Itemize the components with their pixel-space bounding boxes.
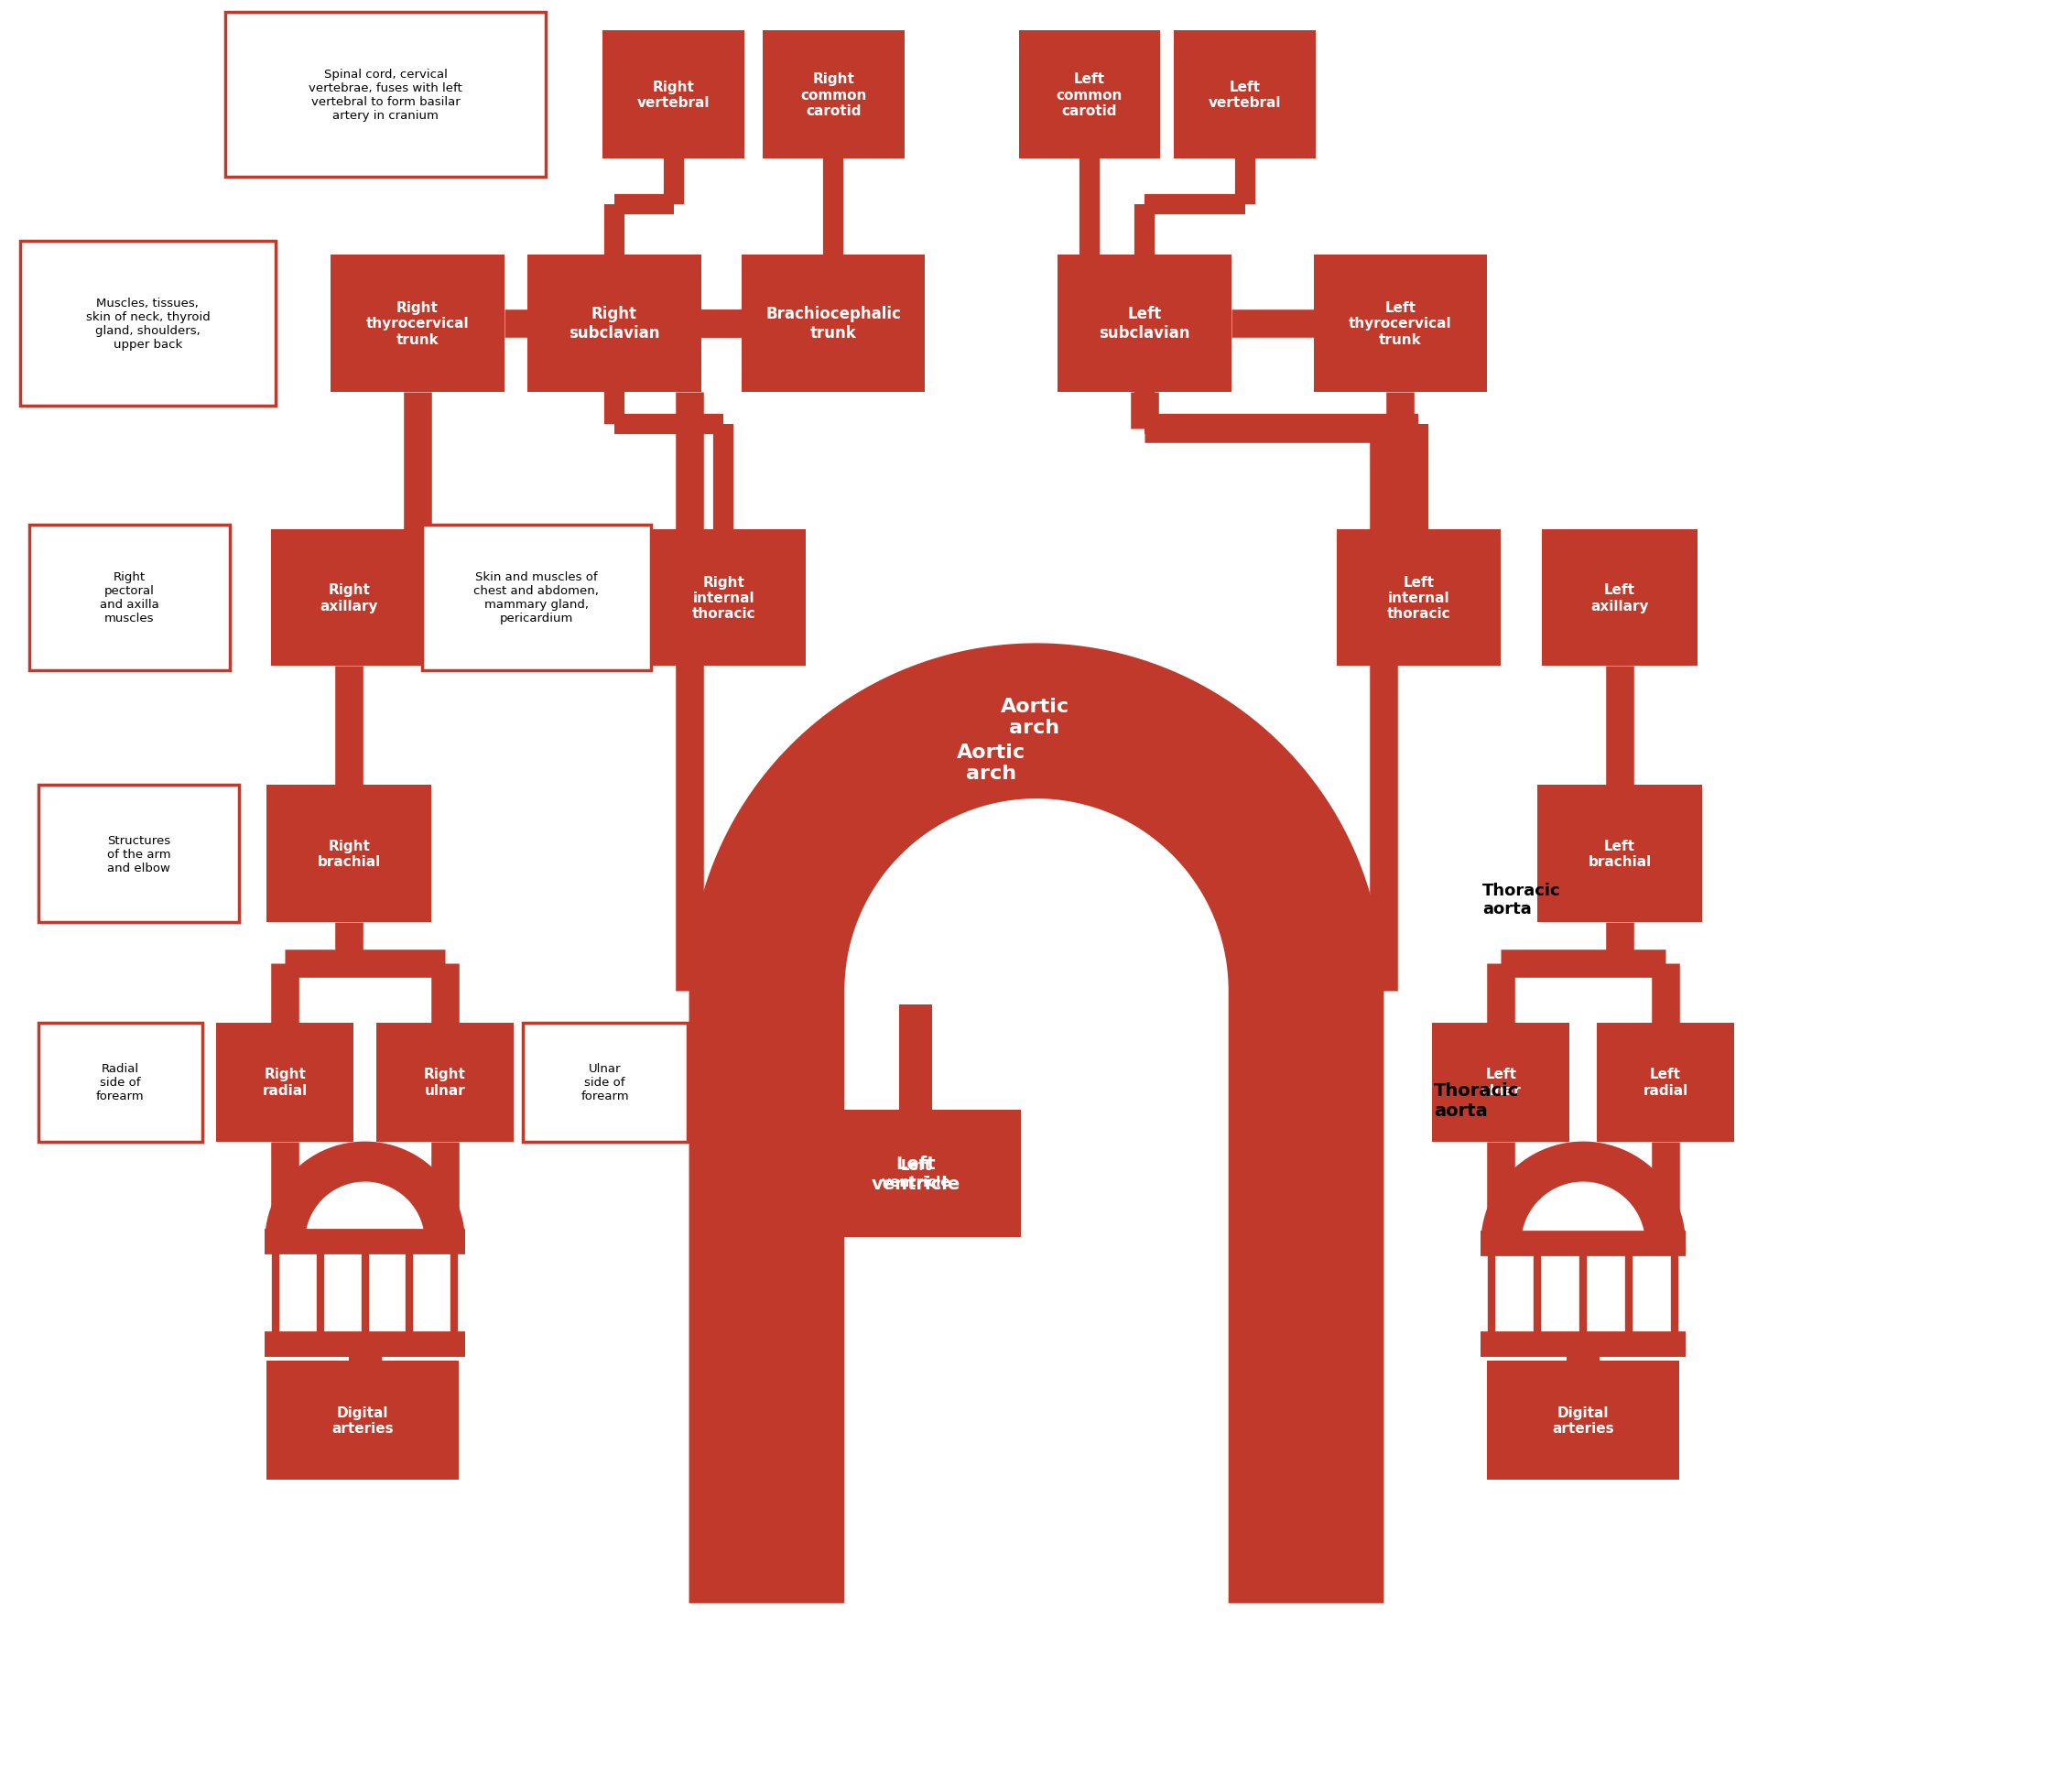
Text: Radial
side of
forearm: Radial side of forearm: [95, 1063, 145, 1102]
Text: Left
internal
thoracic: Left internal thoracic: [1386, 575, 1450, 621]
Text: Ulnar
side of
forearm: Ulnar side of forearm: [580, 1063, 630, 1102]
Bar: [37, 1022, 203, 1141]
Text: Right
brachial: Right brachial: [317, 839, 381, 869]
Text: Structures
of the arm
and elbow: Structures of the arm and elbow: [108, 835, 170, 874]
Bar: [271, 529, 427, 667]
Bar: [526, 255, 700, 393]
Text: Aortic
arch: Aortic arch: [957, 743, 1026, 782]
Text: Digital
arteries: Digital arteries: [1552, 1406, 1614, 1435]
Text: Left
thyrocervical
trunk: Left thyrocervical trunk: [1349, 301, 1452, 347]
Bar: [423, 525, 651, 670]
Text: Left
ventricle: Left ventricle: [881, 1159, 951, 1189]
Bar: [29, 525, 230, 670]
Text: Right
ulnar: Right ulnar: [425, 1067, 466, 1097]
Bar: [267, 1360, 458, 1481]
Text: Left
subclavian: Left subclavian: [1098, 306, 1189, 341]
Bar: [1057, 255, 1231, 393]
Text: Right
subclavian: Right subclavian: [568, 306, 659, 341]
Bar: [1432, 1022, 1569, 1141]
Bar: [810, 1109, 1021, 1238]
Bar: [762, 32, 903, 159]
Text: Left
brachial: Left brachial: [1587, 839, 1651, 869]
Text: Right
common
carotid: Right common carotid: [800, 73, 866, 119]
Text: Left
common
carotid: Left common carotid: [1057, 73, 1123, 119]
Text: Left
vertebral: Left vertebral: [1208, 81, 1280, 110]
Bar: [267, 785, 431, 922]
Polygon shape: [1481, 1141, 1687, 1244]
Text: Left
ulnar: Left ulnar: [1479, 1067, 1521, 1097]
Bar: [1537, 785, 1701, 922]
Text: Left
axillary: Left axillary: [1591, 584, 1649, 612]
Bar: [1175, 32, 1316, 159]
Bar: [742, 255, 924, 393]
Text: Right
thyrocervical
trunk: Right thyrocervical trunk: [367, 301, 468, 347]
Text: Muscles, tissues,
skin of neck, thyroid
gland, shoulders,
upper back: Muscles, tissues, skin of neck, thyroid …: [85, 297, 209, 350]
Bar: [1019, 32, 1160, 159]
Text: Right
internal
thoracic: Right internal thoracic: [692, 575, 756, 621]
Text: Right
axillary: Right axillary: [319, 584, 377, 612]
Bar: [1542, 529, 1697, 667]
Text: Spinal cord, cervical
vertebrae, fuses with left
vertebral to form basilar
arter: Spinal cord, cervical vertebrae, fuses w…: [309, 69, 462, 122]
Bar: [603, 32, 744, 159]
Text: Aortic
arch: Aortic arch: [1001, 697, 1069, 736]
Text: Left
ventricle: Left ventricle: [870, 1155, 959, 1192]
Bar: [1336, 529, 1500, 667]
Bar: [522, 1022, 688, 1141]
Polygon shape: [265, 1141, 464, 1242]
Bar: [332, 255, 503, 393]
Polygon shape: [690, 644, 1384, 1603]
Bar: [377, 1022, 514, 1141]
Text: Right
vertebral: Right vertebral: [636, 81, 711, 110]
Text: Digital
arteries: Digital arteries: [332, 1406, 394, 1435]
Bar: [810, 1109, 1021, 1238]
Text: Skin and muscles of
chest and abdomen,
mammary gland,
pericardium: Skin and muscles of chest and abdomen, m…: [474, 571, 599, 624]
Bar: [1488, 1360, 1678, 1481]
Text: Thoracic
aorta: Thoracic aorta: [1434, 1083, 1519, 1120]
Text: Right
radial: Right radial: [263, 1067, 307, 1097]
Text: Left
radial: Left radial: [1643, 1067, 1689, 1097]
Bar: [642, 529, 806, 667]
Bar: [21, 242, 276, 407]
Text: Brachiocephalic
trunk: Brachiocephalic trunk: [767, 306, 901, 341]
Text: Thoracic
aorta: Thoracic aorta: [1484, 881, 1560, 918]
Bar: [37, 785, 238, 922]
Bar: [226, 12, 545, 177]
Text: Right
pectoral
and axilla
muscles: Right pectoral and axilla muscles: [99, 571, 160, 624]
Bar: [1314, 255, 1488, 393]
Bar: [215, 1022, 354, 1141]
Bar: [1598, 1022, 1734, 1141]
